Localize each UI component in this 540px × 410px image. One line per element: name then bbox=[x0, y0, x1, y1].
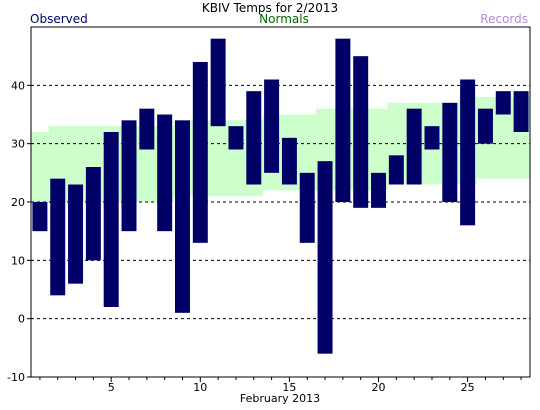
x-axis-label: February 2013 bbox=[240, 392, 320, 405]
x-tick-label: 5 bbox=[108, 381, 115, 394]
observed-bar bbox=[32, 202, 48, 232]
observed-bar bbox=[335, 38, 351, 202]
observed-bar bbox=[139, 108, 155, 150]
x-axis: 5 10 15 20 25 bbox=[39, 377, 522, 394]
observed-bar bbox=[406, 108, 422, 185]
x-tick-label: 20 bbox=[372, 381, 386, 394]
observed-bar bbox=[317, 161, 333, 354]
observed-bar bbox=[460, 79, 476, 226]
y-axis: -10 0 10 20 30 40 bbox=[7, 79, 31, 384]
normals-band-segment bbox=[31, 132, 50, 202]
legend-records: Records bbox=[480, 12, 528, 26]
observed-bar bbox=[477, 108, 493, 144]
observed-bar bbox=[174, 120, 190, 313]
observed-bars-layer bbox=[32, 38, 529, 354]
chart-title: KBIV Temps for 2/2013 bbox=[202, 1, 338, 15]
observed-bar bbox=[424, 126, 440, 150]
observed-bar bbox=[495, 91, 511, 115]
observed-bar bbox=[246, 91, 262, 185]
x-tick-label: 10 bbox=[193, 381, 207, 394]
y-tick-label: 0 bbox=[18, 313, 25, 326]
legend-normals: Normals bbox=[259, 12, 309, 26]
normals-band-segment bbox=[298, 114, 317, 191]
observed-bar bbox=[103, 132, 119, 307]
observed-bar bbox=[68, 184, 84, 284]
y-tick-label: -10 bbox=[7, 371, 25, 384]
observed-bar bbox=[50, 178, 66, 296]
observed-bar bbox=[121, 120, 137, 232]
observed-bar bbox=[157, 114, 173, 232]
observed-bar bbox=[228, 126, 244, 150]
observed-bar bbox=[353, 56, 369, 208]
normals-band-segment bbox=[209, 120, 228, 197]
y-tick-label: 40 bbox=[11, 79, 25, 92]
x-tick-label: 25 bbox=[461, 381, 475, 394]
observed-bar bbox=[85, 167, 101, 261]
observed-bar bbox=[264, 79, 280, 173]
normals-band-segment bbox=[494, 97, 513, 179]
observed-bar bbox=[442, 102, 458, 202]
observed-bar bbox=[192, 62, 208, 243]
observed-bar bbox=[299, 172, 315, 243]
observed-bar bbox=[281, 137, 297, 185]
y-tick-label: 20 bbox=[11, 196, 25, 209]
legend-observed: Observed bbox=[30, 12, 88, 26]
normals-band-segment bbox=[369, 108, 388, 191]
observed-bar bbox=[513, 91, 529, 132]
y-tick-label: 10 bbox=[11, 254, 25, 267]
observed-bar bbox=[371, 172, 387, 208]
observed-bar bbox=[388, 155, 404, 185]
observed-bar bbox=[210, 38, 226, 127]
x-tick-label: 15 bbox=[282, 381, 296, 394]
normals-band-segment bbox=[66, 126, 85, 202]
y-tick-label: 30 bbox=[11, 138, 25, 151]
